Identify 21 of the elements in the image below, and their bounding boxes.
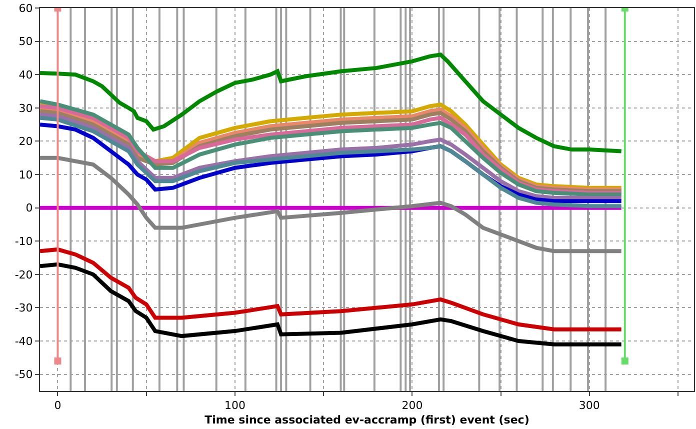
y-tick-label: 40 — [18, 68, 33, 82]
y-tick-label: -20 — [14, 268, 33, 282]
x-axis-title: Time since associated ev-accramp (first) event (sec) — [204, 413, 530, 426]
y-tick-label: 60 — [18, 2, 33, 15]
y-tick-label: 0 — [26, 202, 33, 215]
line-series — [40, 52, 624, 154]
y-tick-label: -10 — [14, 234, 33, 248]
y-tick-label: -40 — [14, 334, 33, 348]
y-tick-label: -50 — [14, 368, 33, 382]
y-tick-label: 20 — [18, 135, 33, 148]
line-series — [40, 156, 624, 254]
x-tick-label: 300 — [578, 399, 600, 412]
y-tick-label: 10 — [18, 168, 33, 182]
y-tick-label: 30 — [18, 102, 33, 115]
x-tick-label: 200 — [402, 399, 423, 412]
y-tick-label: -30 — [14, 302, 33, 315]
line-series — [40, 262, 624, 346]
x-tick-label: 0 — [54, 399, 62, 412]
x-tick-label: 100 — [224, 399, 246, 412]
line-series — [40, 247, 624, 332]
y-tick-label: 50 — [18, 35, 33, 48]
